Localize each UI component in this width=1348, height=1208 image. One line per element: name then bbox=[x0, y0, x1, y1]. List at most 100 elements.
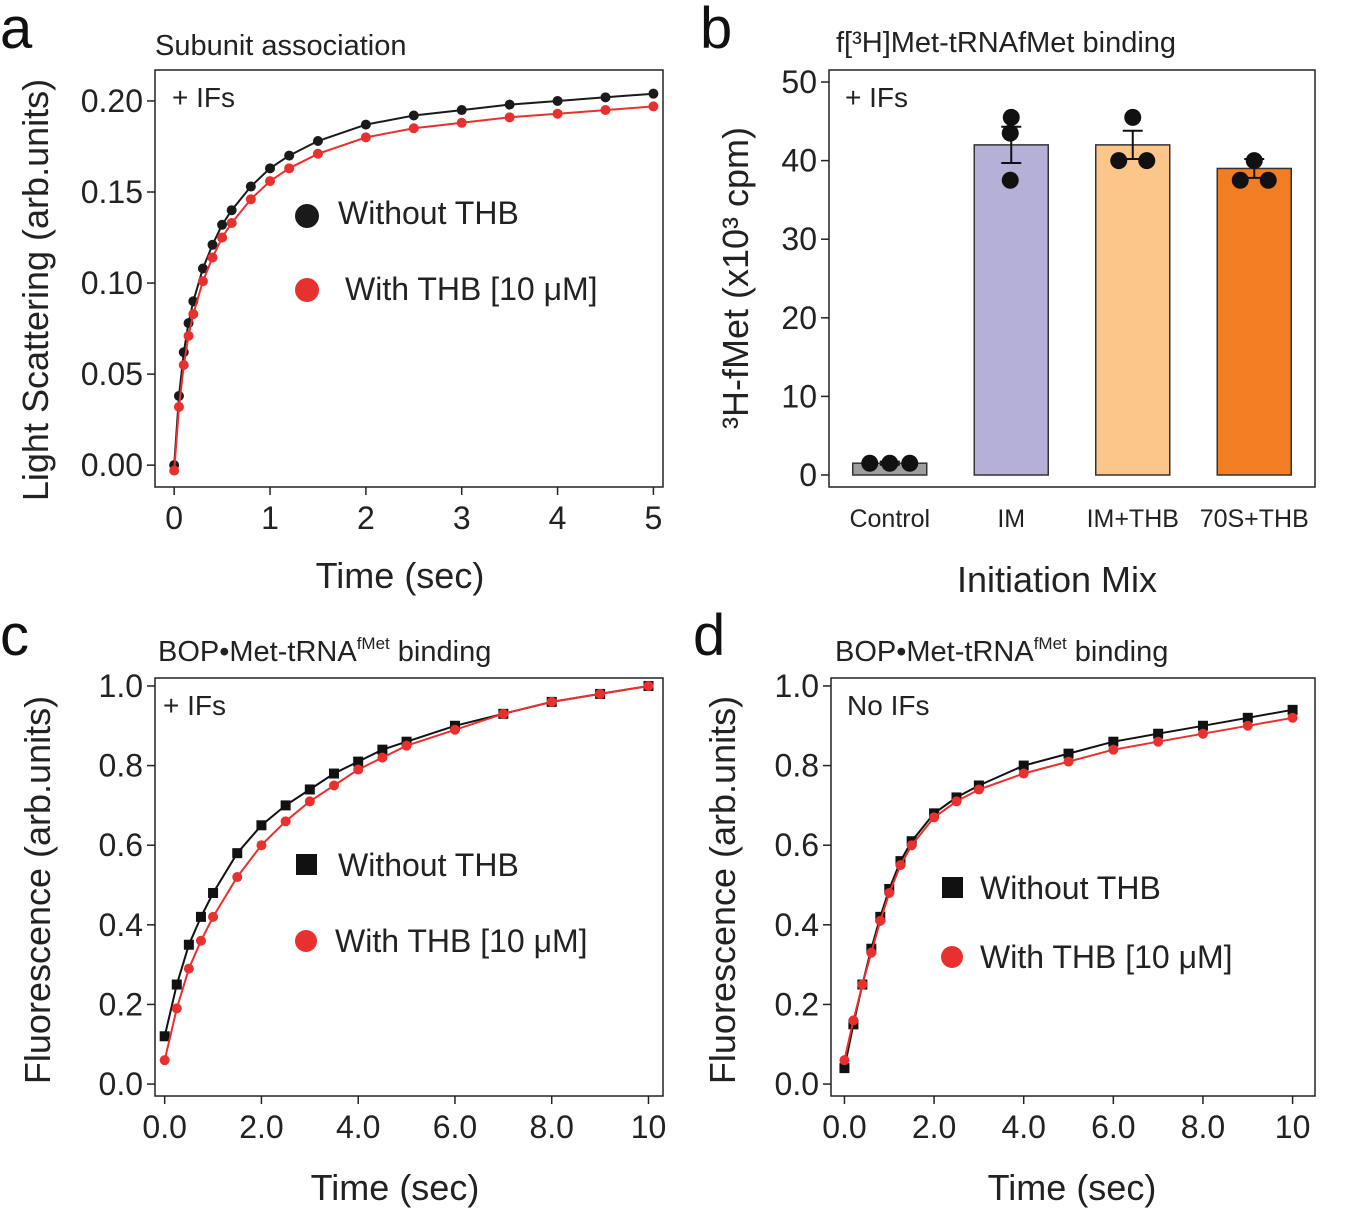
x-tick-label: 4.0 bbox=[336, 1109, 380, 1145]
data-point-with-thb bbox=[875, 915, 886, 926]
data-point-with-thb bbox=[1108, 744, 1119, 755]
panel-letter-d: d bbox=[693, 603, 725, 668]
data-point-with-thb bbox=[552, 108, 563, 119]
x-tick-label: 0.0 bbox=[822, 1109, 866, 1145]
data-point-without-thb bbox=[1018, 760, 1029, 771]
data-point-with-thb bbox=[169, 465, 180, 476]
y-tick-label: 0.05 bbox=[81, 356, 143, 392]
panel-a-ylabel: Light Scattering (arb.units) bbox=[15, 79, 56, 501]
data-point-with-thb bbox=[857, 979, 868, 990]
legend-label-without-thb: Without THB bbox=[338, 195, 519, 231]
data-point-with-thb bbox=[207, 252, 218, 263]
data-point-with-thb bbox=[226, 217, 237, 228]
data-point-with-thb bbox=[600, 105, 611, 116]
data-point-without-thb bbox=[600, 92, 611, 103]
data-point-without-thb bbox=[232, 848, 243, 859]
panel-b-marks bbox=[852, 108, 1292, 476]
data-point-without-thb bbox=[284, 150, 295, 161]
panel-letter-a: a bbox=[0, 0, 33, 61]
data-point-without-thb bbox=[304, 784, 315, 795]
data-point-with-thb bbox=[1242, 720, 1253, 731]
data-point-with-thb bbox=[498, 708, 509, 719]
x-tick-label: 6.0 bbox=[1091, 1109, 1135, 1145]
data-point-without-thb bbox=[217, 219, 228, 230]
legend-marker-with-thb bbox=[295, 930, 317, 952]
legend-label-without-thb: Without THB bbox=[980, 870, 1161, 906]
legend-marker-with-thb bbox=[941, 946, 963, 968]
data-point-with-thb bbox=[848, 1015, 859, 1026]
data-point-without-thb bbox=[171, 979, 182, 990]
panel-b-title: f[³H]Met-tRNAfMet binding bbox=[836, 27, 1176, 59]
y-tick-label: 0.6 bbox=[775, 827, 819, 863]
data-point-without-thb bbox=[504, 99, 515, 110]
data-point-with-thb bbox=[353, 764, 364, 775]
panel-a-condition: + IFs bbox=[172, 82, 235, 113]
y-tick-label: 1.0 bbox=[775, 668, 819, 704]
panel-d-condition: No IFs bbox=[847, 690, 929, 721]
y-tick-label: 0.0 bbox=[775, 1066, 819, 1102]
panel-d-title-sup: fMet bbox=[1034, 634, 1067, 653]
data-point-without-thb bbox=[1063, 748, 1074, 759]
data-point-with-thb bbox=[265, 176, 276, 187]
data-point-with-thb bbox=[304, 796, 315, 807]
x-tick-label: 0 bbox=[165, 500, 183, 536]
data-point-without-thb bbox=[195, 911, 206, 922]
data-point-with-thb bbox=[1063, 756, 1074, 767]
panel-b-xlabel: Initiation Mix bbox=[957, 559, 1157, 600]
panel-c-title: BOP•Met-tRNAfMet binding bbox=[158, 634, 491, 668]
data-point-with-thb bbox=[839, 1055, 850, 1066]
x-tick-label: 8.0 bbox=[529, 1109, 573, 1145]
replicate-point bbox=[1231, 171, 1249, 189]
data-point-without-thb bbox=[197, 263, 208, 274]
data-point-without-thb bbox=[280, 800, 291, 811]
data-point-with-thb bbox=[648, 101, 659, 112]
replicate-point bbox=[1245, 152, 1263, 170]
data-point-without-thb bbox=[312, 136, 323, 147]
data-point-with-thb bbox=[183, 330, 194, 341]
data-point-without-thb bbox=[207, 239, 218, 250]
replicate-point bbox=[1002, 108, 1020, 126]
panel-c-frame bbox=[154, 677, 664, 1097]
data-point-without-thb bbox=[1153, 728, 1164, 739]
panel-c-xlabel: Time (sec) bbox=[311, 1167, 480, 1208]
data-point-with-thb bbox=[195, 935, 206, 946]
legend-marker-without-thb bbox=[295, 204, 319, 228]
legend-label-with-thb: With THB [10 μM] bbox=[335, 923, 588, 959]
panel-letter-c: c bbox=[0, 603, 29, 668]
panel-b-condition: + IFs bbox=[845, 82, 908, 113]
replicate-point bbox=[881, 454, 899, 472]
panel-c-ticks: 0.0 2.0 4.0 6.0 8.0 10 0.0 0.2 0.4 0.6 0.8 1.0 bbox=[99, 668, 667, 1145]
panel-d-xlabel: Time (sec) bbox=[988, 1167, 1157, 1208]
y-tick-label: 20 bbox=[781, 300, 817, 336]
data-point-with-thb bbox=[360, 132, 371, 143]
data-point-with-thb bbox=[973, 784, 984, 795]
replicate-point bbox=[1259, 171, 1277, 189]
legend-marker-without-thb bbox=[296, 854, 317, 875]
bar-im-thb bbox=[1095, 144, 1171, 476]
series-line-with-thb bbox=[163, 685, 649, 1061]
data-point-with-thb bbox=[929, 812, 940, 823]
data-point-without-thb bbox=[408, 110, 419, 121]
y-tick-label: 0.4 bbox=[775, 907, 819, 943]
bar-70s-thb bbox=[1216, 167, 1292, 476]
data-point-with-thb bbox=[643, 680, 654, 691]
panel-d-marks bbox=[839, 704, 1298, 1074]
x-tick-label: 2.0 bbox=[239, 1109, 283, 1145]
data-point-with-thb bbox=[159, 1055, 170, 1066]
replicate-point bbox=[901, 454, 919, 472]
data-point-without-thb bbox=[265, 163, 276, 174]
data-point-without-thb bbox=[456, 105, 467, 116]
data-point-with-thb bbox=[1287, 712, 1298, 723]
data-point-without-thb bbox=[353, 756, 364, 767]
replicate-point bbox=[1138, 152, 1156, 170]
panel-b-frame bbox=[828, 69, 1316, 488]
x-tick-label: IM+THB bbox=[1087, 505, 1179, 533]
data-point-with-thb bbox=[188, 309, 199, 320]
data-point-with-thb bbox=[884, 887, 895, 898]
panel-a-ticks: 0 1 2 3 4 5 0.00 0.05 0.10 0.15 0.20 bbox=[81, 83, 663, 536]
panel-b-ylabel: ³H-fMet (x10³ cpm) bbox=[715, 127, 756, 429]
y-tick-label: 40 bbox=[781, 143, 817, 179]
data-point-with-thb bbox=[546, 696, 557, 707]
x-tick-label: 10 bbox=[631, 1109, 667, 1145]
